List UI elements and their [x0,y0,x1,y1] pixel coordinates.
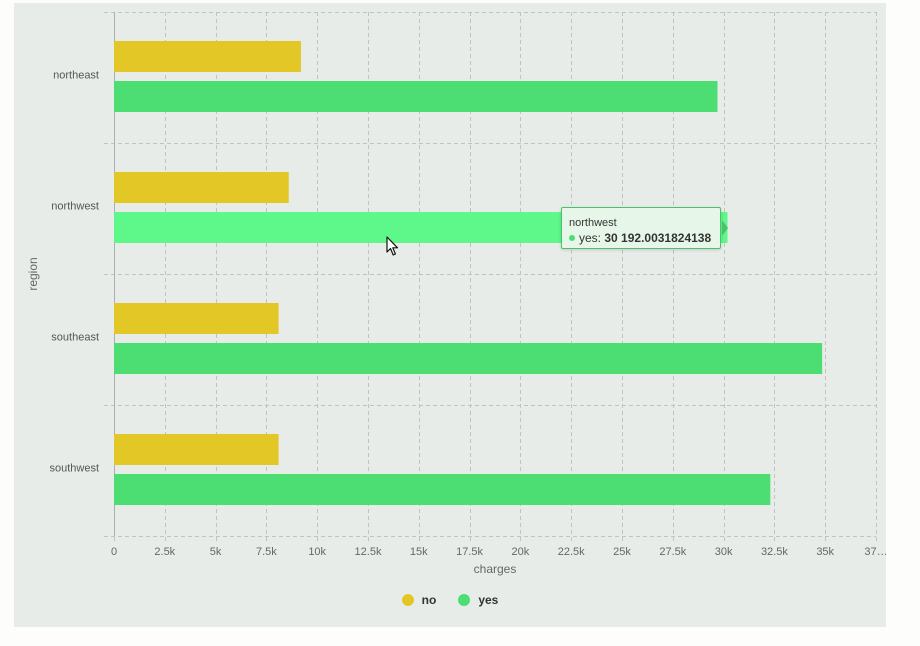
x-tick-label: 30k [715,546,733,558]
x-tick-label: 17.5k [456,546,483,558]
y-axis-title: region [26,257,40,290]
x-tick-label: 32.5k [761,546,788,558]
x-tick-label: 35k [816,546,834,558]
y-category-label: northeast [53,70,99,82]
x-tick-label: 20k [512,546,530,558]
mouse-cursor-icon [386,236,399,256]
bar-no-southwest[interactable] [114,434,279,465]
x-tick-label: 22.5k [558,546,585,558]
x-tick-labels: 0 2.5k 5k 7.5k 10k 12.5k 15k 17.5k 20k 22.5k 25k 27… [111,546,886,558]
x-tick-label: 0 [111,546,117,558]
tooltip: northwest yes: 30 192.0031824138 [561,207,721,249]
bar-yes-southwest[interactable] [114,474,771,505]
legend-item-no[interactable]: no [401,593,437,607]
legend-dot-icon [458,594,471,606]
tooltip-row: yes: 30 192.0031824138 [569,231,720,246]
bars [114,41,823,505]
legend-dot-icon [401,594,414,606]
x-tick-label: 15k [410,546,428,558]
bar-chart: 0 2.5k 5k 7.5k 10k 12.5k 15k 17.5k 20k 22.5k 25k 27… [26,12,886,576]
tooltip-series-dot [569,235,575,241]
x-tick-label: 7.5k [256,546,277,558]
x-tick-label: 10k [308,546,326,558]
tooltip-series-label: yes: [579,231,602,245]
bar-no-southeast[interactable] [114,303,279,334]
chart-panel: 0 2.5k 5k 7.5k 10k 12.5k 15k 17.5k 20k 22.5k 25k 27… [14,3,886,627]
tooltip-value: 30 192.0031824138 [604,231,712,245]
x-tick-label: 25k [613,546,631,558]
x-tick-label: 27.5k [659,546,686,558]
legend: no yes [14,593,886,607]
x-tick-label: 5k [210,546,222,558]
legend-label: yes [478,593,499,607]
x-axis-title: charges [474,562,517,576]
bar-yes-northeast[interactable] [114,81,718,112]
x-tick-label: 12.5k [355,546,382,558]
legend-label: no [421,593,437,607]
bar-yes-southeast[interactable] [114,343,823,374]
bar-no-northeast[interactable] [114,41,301,72]
x-tick-label: 37… [864,546,886,558]
y-category-label: southeast [51,332,99,344]
y-category-labels: northeast northwest southeast southwest [49,70,99,475]
tooltip-title: northwest [569,217,617,229]
bar-no-northwest[interactable] [114,172,289,203]
tooltip-pointer [722,220,728,236]
x-tick-label: 2.5k [154,546,175,558]
y-category-label: southwest [49,463,99,475]
y-category-label: northwest [51,201,99,213]
legend-item-yes[interactable]: yes [458,593,498,607]
